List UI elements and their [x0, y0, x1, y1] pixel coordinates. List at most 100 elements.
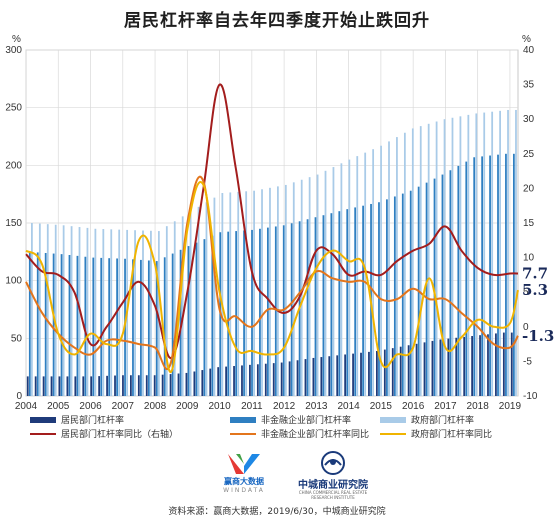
bar-mark	[74, 376, 77, 396]
series-line	[25, 181, 519, 373]
bar-mark	[491, 111, 494, 396]
bar-mark	[116, 258, 118, 396]
bar-mark	[415, 343, 418, 396]
bar-mark	[479, 335, 481, 396]
bar-mark	[372, 149, 375, 396]
bar-mark	[502, 332, 505, 396]
right-tick-label: 20	[523, 183, 535, 194]
bar-mark	[495, 333, 497, 396]
bar-mark	[473, 157, 476, 396]
left-tick-label: 50	[11, 333, 23, 344]
bar-mark	[393, 196, 396, 396]
x-tick-label: 2012	[273, 401, 296, 412]
bar-mark	[264, 363, 267, 396]
bar-mark	[197, 206, 200, 396]
bar-mark	[431, 340, 434, 396]
bar-mark	[499, 110, 501, 396]
bar-mark	[449, 170, 452, 396]
bar-mark	[132, 259, 134, 396]
bar-mark	[256, 364, 259, 396]
bar-mark	[487, 334, 489, 396]
bar-mark	[251, 229, 253, 396]
bar-mark	[292, 182, 295, 396]
bar-mark	[209, 368, 212, 396]
bar-mark	[86, 227, 89, 396]
bar-mark	[66, 376, 69, 396]
bar-mark	[481, 156, 484, 396]
x-tick-label: 2015	[370, 401, 393, 412]
left-tick-label: 300	[5, 45, 22, 56]
bar-mark	[451, 117, 454, 396]
bar-mark	[300, 179, 303, 396]
x-tick-label: 2018	[467, 401, 490, 412]
bar-mark	[507, 109, 509, 396]
bar-mark	[60, 254, 63, 396]
bar-mark	[233, 366, 235, 396]
bar-mark	[419, 126, 422, 397]
bar-mark	[447, 338, 450, 396]
bar-mark	[463, 336, 466, 396]
bar-mark	[269, 187, 271, 396]
bar-mark	[153, 375, 156, 396]
bar-mark	[316, 174, 319, 396]
bar-mark	[433, 178, 436, 396]
bar-mark	[130, 375, 132, 396]
bar-mark	[203, 239, 206, 396]
x-tick-label: 2017	[434, 401, 457, 412]
bar-mark	[26, 376, 29, 396]
bar-mark	[173, 221, 176, 396]
left-tick-label: 200	[5, 160, 22, 171]
bar-mark	[34, 376, 37, 396]
bar-mark	[150, 230, 152, 396]
bar-mark	[205, 202, 208, 396]
x-tick-label: 2013	[305, 401, 328, 412]
bar-mark	[378, 202, 380, 396]
bar-mark	[340, 163, 343, 396]
bar-mark	[169, 374, 172, 396]
bar-mark	[306, 219, 309, 396]
bar-mark	[110, 229, 113, 396]
bar-mark	[328, 356, 331, 396]
bar-mark	[435, 121, 438, 396]
legend-swatch	[380, 432, 406, 435]
right-tick-label: -10	[523, 391, 538, 402]
right-tick-label: 40	[523, 45, 535, 56]
legend-swatch	[230, 416, 256, 423]
bar-mark	[272, 363, 275, 396]
bar-mark	[102, 229, 105, 396]
bar-mark	[352, 353, 354, 396]
bar-mark	[189, 211, 192, 396]
legend-label: 居民部门杠杆率	[61, 416, 125, 426]
bar-mark	[475, 113, 478, 397]
research-institute-logo-text: 中城商业研究院	[298, 480, 368, 491]
bar-mark	[106, 375, 108, 396]
bar-mark	[330, 213, 333, 396]
bar-mark	[362, 205, 364, 396]
bar-mark	[322, 215, 325, 396]
windata-logo-subtext: WINDATA	[223, 487, 265, 494]
bar-mark	[274, 226, 277, 396]
bar-mark	[443, 119, 446, 396]
axis-layer: 0 50 100 150 200 250 300 -10 -5 0 5 10 15 20 25 30 35 40%…	[5, 34, 538, 412]
bar-mark	[354, 207, 357, 396]
end-value-label: 5.3	[522, 281, 548, 299]
legend-item: 政府部门杠杆率	[380, 413, 474, 426]
bar-mark	[161, 374, 164, 396]
source-note: 资料来源：赢商大数据，2019/6/30，中城商业研究院	[168, 507, 386, 517]
bar-mark	[134, 230, 136, 396]
bar-mark	[427, 123, 430, 396]
bar-mark	[46, 224, 49, 396]
bar-mark	[94, 228, 97, 396]
bar-mark	[243, 230, 245, 396]
bar-mark	[364, 152, 367, 396]
x-tick-label: 2004	[15, 401, 38, 412]
bar-mark	[403, 132, 406, 396]
bar-mark	[84, 256, 87, 396]
bar-mark	[229, 192, 232, 396]
right-tick-label: 35	[523, 80, 535, 91]
legend-label: 政府部门杠杆率	[411, 416, 475, 426]
bar-mark	[441, 174, 444, 396]
x-tick-label: 2019	[499, 401, 522, 412]
legend-swatch	[30, 432, 56, 435]
bar-mark	[407, 345, 410, 396]
